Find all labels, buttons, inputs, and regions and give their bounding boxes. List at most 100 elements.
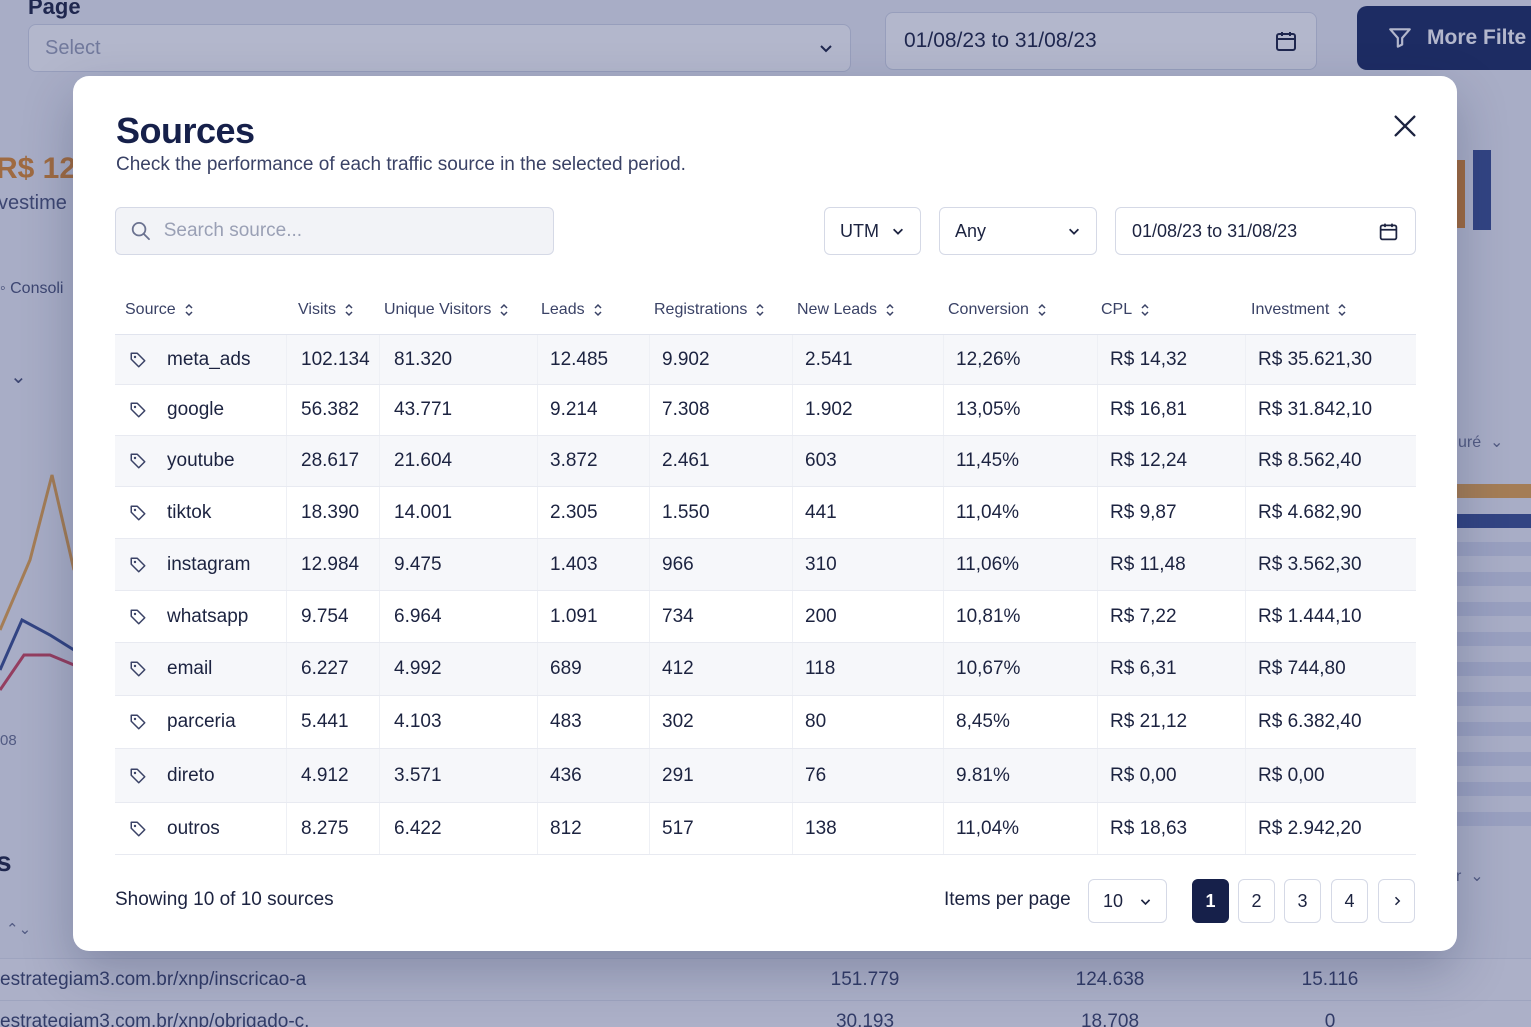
page-select[interactable]: Select: [28, 24, 851, 72]
table-row[interactable]: whatsapp 9.754 6.964 1.091 734 200 10,81% R$ 7,…: [115, 591, 1416, 643]
cell-conversion: 13,05%: [944, 385, 1098, 435]
side-select[interactable]: uré ⌄: [1458, 434, 1504, 451]
cell-value: 13,05%: [956, 399, 1021, 420]
page-button-3[interactable]: 3: [1284, 879, 1321, 923]
table-row[interactable]: meta_ads 102.134 81.320 12.485 9.902 2.541 12,…: [115, 335, 1416, 385]
column-header-new-leads[interactable]: New Leads: [793, 301, 944, 319]
tag-icon: [129, 660, 147, 678]
table-row[interactable]: tiktok 18.390 14.001 2.305 1.550 441 11,04% R$ …: [115, 487, 1416, 539]
cell-value: google: [167, 399, 225, 420]
sort-icon[interactable]: ⌃⌄: [6, 921, 32, 938]
cell-value: R$ 7,22: [1110, 605, 1177, 627]
cell-value: 10,81%: [956, 605, 1021, 627]
utm-dropdown[interactable]: UTM: [824, 207, 921, 255]
cell-value: 603: [805, 450, 837, 471]
table-row[interactable]: outros 8.275 6.422 812 517 138 11,04% R$ 18,63 R…: [115, 803, 1416, 855]
cell-visits: 8.275: [287, 803, 380, 854]
cell-value: 12,26%: [956, 348, 1021, 370]
cell-value: 4.992: [394, 658, 442, 679]
modal-subtitle: Check the performance of each traffic so…: [116, 154, 686, 175]
section-heading: s: [0, 846, 12, 877]
sort-icon: [1037, 303, 1047, 317]
cell-value: R$ 2.942,20: [1258, 817, 1362, 839]
table-row[interactable]: estrategiam3.com.br/xnp/inscricao-a 151.…: [0, 958, 1531, 1000]
table-row[interactable]: email 6.227 4.992 689 412 118 10,67% R$ 6,31 R$ …: [115, 643, 1416, 696]
cell-value: R$ 0,00: [1110, 764, 1177, 786]
cell-value: 436: [550, 764, 582, 786]
table-header: Source Visits Unique Visitors Leads Registra…: [115, 285, 1416, 335]
table-row[interactable]: google 56.382 43.771 9.214 7.308 1.902 13,05% R…: [115, 385, 1416, 436]
showing-count: Showing 10 of 10 sources: [115, 889, 334, 910]
row-value: 30.193: [835, 1010, 895, 1027]
cell-source: instagram: [115, 539, 287, 590]
cell-conversion: 11,45%: [944, 436, 1098, 486]
sort-icon: [1337, 303, 1347, 317]
cell-leads: 1.403: [538, 539, 650, 590]
sort-icon: [184, 303, 194, 317]
cell-value: 118: [805, 658, 836, 679]
search-source-field[interactable]: [115, 207, 554, 255]
cell-value: 9.754: [301, 605, 349, 627]
date-range-picker[interactable]: 01/08/23 to 31/08/23: [1115, 207, 1416, 255]
table-row[interactable]: instagram 12.984 9.475 1.403 966 310 11,06% R$ …: [115, 539, 1416, 591]
page-date-range[interactable]: 01/08/23 to 31/08/23: [885, 12, 1317, 70]
column-header-label: Leads: [541, 300, 585, 318]
column-header-source[interactable]: Source: [115, 301, 287, 319]
cell-new-leads: 200: [793, 591, 944, 642]
cell-value: R$ 35.621,30: [1258, 348, 1373, 370]
cell-investment: R$ 6.382,40: [1246, 696, 1416, 748]
column-header-label: CPL: [1101, 300, 1133, 318]
row-value: 0: [1324, 1010, 1336, 1027]
cell-value: 9.475: [394, 553, 442, 575]
cell-value: 56.382: [301, 399, 360, 420]
cell-value: 76: [805, 764, 827, 786]
chevron-down-icon: [820, 45, 832, 53]
column-header-label: New Leads: [797, 300, 878, 318]
column-header-leads[interactable]: Leads: [538, 301, 650, 319]
consolidated-tab[interactable]: ◦ Consoli: [0, 280, 64, 297]
cell-value: 80: [805, 711, 827, 732]
table-row[interactable]: youtube 28.617 21.604 3.872 2.461 603 11,45% R$…: [115, 436, 1416, 487]
column-header-unique-visitors[interactable]: Unique Visitors: [380, 301, 538, 319]
page-button-1[interactable]: 1: [1192, 879, 1229, 923]
cell-value: 18.390: [301, 501, 360, 523]
column-header-registrations[interactable]: Registrations: [650, 301, 793, 319]
cell-registrations: 734: [650, 591, 793, 642]
sort-icon: [755, 303, 765, 317]
cell-leads: 483: [538, 696, 650, 748]
calendar-icon: [1276, 32, 1296, 51]
table-row[interactable]: direto 4.912 3.571 436 291 76 9.81% R$ 0,00 R$ 0…: [115, 749, 1416, 803]
more-filters-button[interactable]: More Filte: [1357, 6, 1531, 70]
column-header-conversion[interactable]: Conversion: [944, 301, 1098, 319]
side-select-2[interactable]: r ⌄: [1456, 868, 1484, 885]
cell-source: youtube: [115, 436, 287, 486]
cell-cpl: R$ 12,24: [1098, 436, 1246, 486]
column-header-label: Unique Visitors: [384, 300, 492, 318]
column-header-visits[interactable]: Visits: [287, 301, 380, 319]
column-header-investment[interactable]: Investment: [1246, 301, 1416, 319]
utm-dropdown-label: UTM: [840, 220, 879, 241]
table-row[interactable]: parceria 5.441 4.103 483 302 80 8,45% R$ 21,12 R…: [115, 696, 1416, 749]
column-header-cpl[interactable]: CPL: [1098, 301, 1246, 319]
background-line-chart: [0, 474, 74, 691]
chevron-down-icon: ⌄: [10, 366, 27, 388]
page-button-4[interactable]: 4: [1331, 879, 1368, 923]
any-dropdown[interactable]: Any: [939, 207, 1097, 255]
column-header-label: Investment: [1251, 300, 1330, 318]
cell-source: direto: [115, 749, 287, 802]
chevron-right-icon: [1394, 896, 1400, 906]
cell-cpl: R$ 7,22: [1098, 591, 1246, 642]
items-per-page-select[interactable]: 10: [1088, 879, 1167, 923]
next-page-button[interactable]: [1378, 879, 1415, 923]
cell-source: meta_ads: [115, 335, 287, 384]
page-button-2[interactable]: 2: [1238, 879, 1275, 923]
cell-value: tiktok: [167, 501, 212, 523]
cell-value: R$ 1.444,10: [1258, 605, 1362, 627]
search-source-input[interactable]: [163, 220, 539, 242]
column-header-label: Visits: [298, 300, 336, 318]
more-filters-label: More Filte: [1427, 26, 1527, 49]
table-row[interactable]: estrategiam3.com.br/xnp/obrigado-c. 30.1…: [0, 1000, 1531, 1027]
close-icon[interactable]: [1391, 112, 1419, 140]
cell-value: 1.550: [662, 501, 710, 523]
cell-unique-visitors: 3.571: [380, 749, 538, 802]
